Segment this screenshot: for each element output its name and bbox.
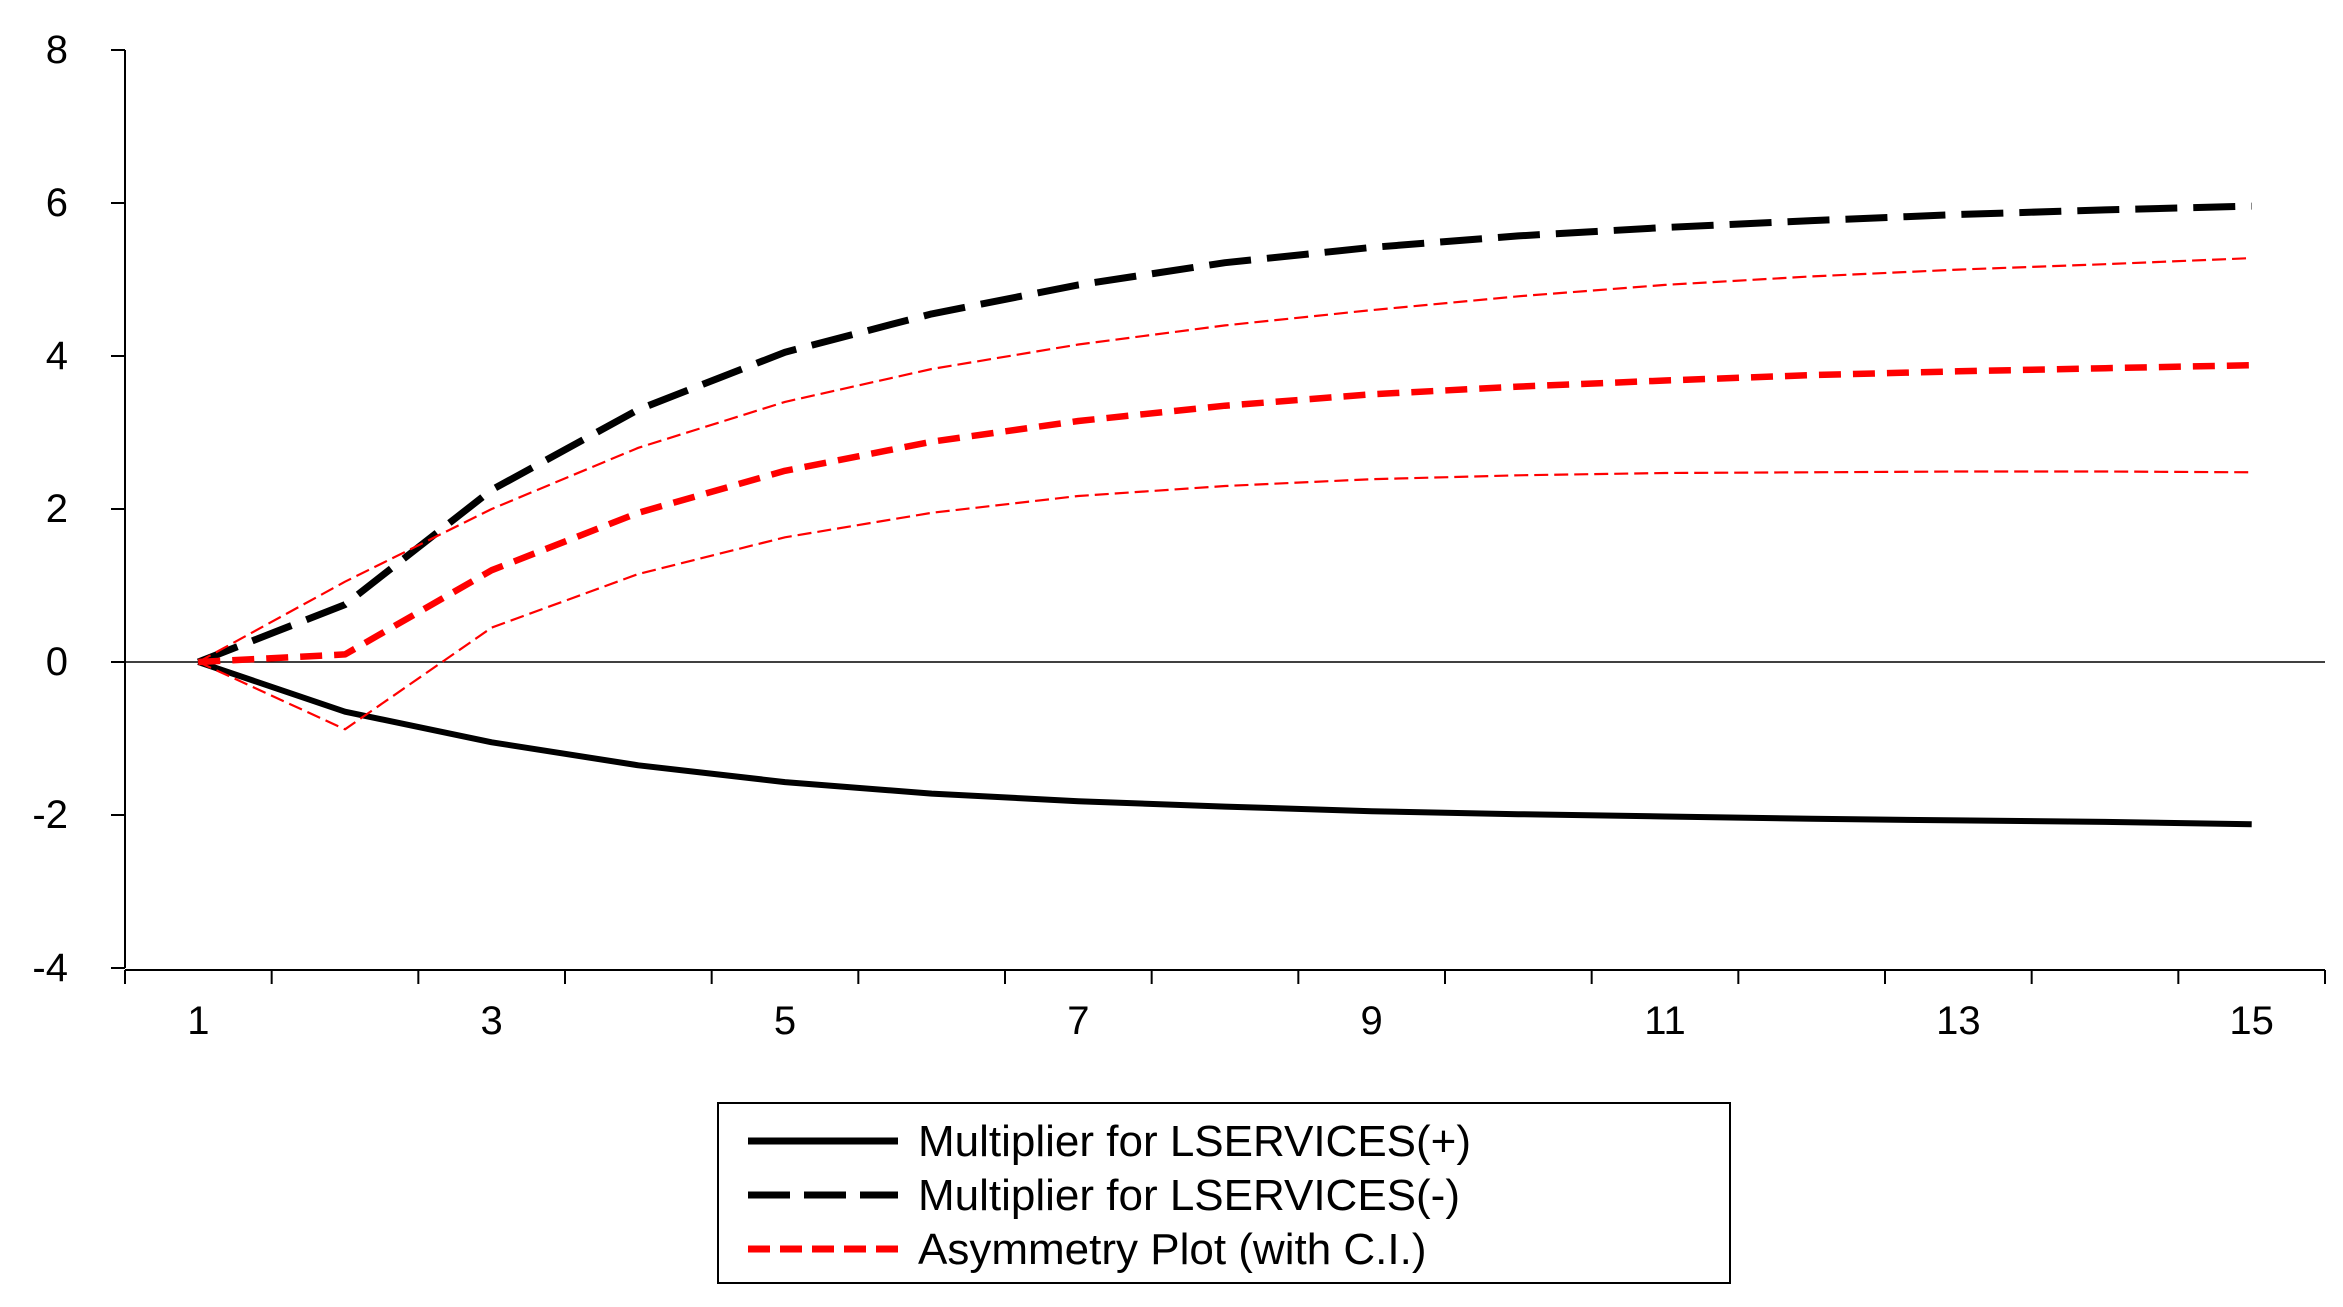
- series-line-4: [197, 257, 2252, 663]
- series-line-3: [198, 361, 2252, 666]
- x-tick-label: 11: [1644, 999, 1686, 1043]
- x-tick-label: 15: [2229, 999, 2274, 1043]
- x-tick-label: 5: [774, 999, 796, 1043]
- series-line-5: [197, 470, 2252, 731]
- x-tick-label: 3: [481, 999, 503, 1043]
- y-tick-label: -4: [32, 946, 68, 990]
- x-tick-label: 1: [187, 999, 209, 1043]
- y-tick-label: 4: [46, 334, 68, 378]
- legend-label: Multiplier for LSERVICES(+): [918, 1117, 1471, 1166]
- legend: Multiplier for LSERVICES(+) Multiplier fo…: [717, 1102, 1731, 1284]
- series-group: [197, 202, 2252, 828]
- series-line-2: [197, 202, 2252, 666]
- x-tick-label: 9: [1361, 999, 1383, 1043]
- x-tick-label: 13: [1936, 999, 1981, 1043]
- y-tick-label: 6: [46, 181, 68, 225]
- y-tick-label: 2: [46, 487, 68, 531]
- legend-label: Asymmetry Plot (with C.I.): [918, 1225, 1427, 1274]
- y-tick-label: 0: [46, 640, 68, 684]
- y-tick-label: 8: [46, 28, 68, 72]
- legend-label: Multiplier for LSERVICES(-): [918, 1171, 1460, 1220]
- series-line-1: [197, 659, 2252, 828]
- y-tick-label: -2: [32, 793, 68, 837]
- x-tick-label: 7: [1067, 999, 1089, 1043]
